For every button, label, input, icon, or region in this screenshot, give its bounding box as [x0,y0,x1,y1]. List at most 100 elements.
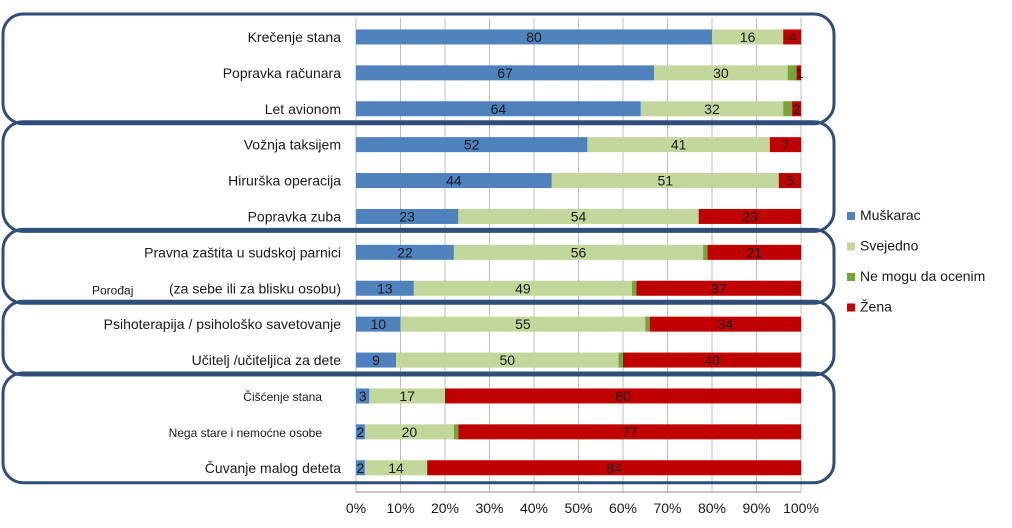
data-label: 1 [796,65,804,81]
bar-segment [769,137,801,153]
legend: Muškarac Svejedno Ne mogu da ocenim Žena [847,207,985,315]
data-label: 77 [622,424,638,440]
data-label: 67 [497,65,513,81]
category-label: Nega stare i nemoćne osobe [169,426,323,440]
x-tick-label: 60% [609,500,637,516]
bar-segment [618,352,623,368]
bar-segment [796,65,801,81]
data-label: 32 [704,101,720,117]
bar-segment [413,280,632,296]
bar-segment [356,244,454,260]
bar-segment [707,244,801,260]
data-label: 50 [500,352,516,368]
data-label: 37 [711,280,727,296]
extra-category-label: Porođaj [92,283,133,297]
x-tick-label: 100% [783,500,819,516]
data-label: 40 [704,352,720,368]
data-label: 44 [446,173,462,189]
x-tick-label: 20% [431,500,459,516]
bar-segment [356,65,655,81]
x-tick-label: 0% [346,500,366,516]
data-label: 84 [606,460,622,476]
bar-segment [703,244,708,260]
bar-segment [640,101,784,117]
x-tick-label: 10% [386,500,414,516]
data-label: 2 [357,460,365,476]
category-label: Psihoterapija / psihološko savetovanje [104,316,342,332]
bar-segment [787,65,797,81]
data-label: 64 [491,101,507,117]
data-label: 17 [399,388,415,404]
x-axis-ticks: 0% 10% 20% 30% 40% 50% 60% 70% 80% 90% 100% [346,500,819,516]
bar-segment [458,424,801,440]
group-frame [1,12,836,126]
data-label: 51 [657,173,673,189]
category-label: Učitelj /učiteljica za dete [192,352,342,368]
bar-segment [645,316,650,332]
bar-segment [364,460,428,476]
category-label: Čuvanje malog deteta [205,460,341,476]
bar-segment [356,101,641,117]
bar-segment [649,316,801,332]
group-frame [1,120,836,233]
data-label: 80 [615,388,631,404]
bar-segment [356,208,459,224]
legend-label: Svejedno [860,238,919,254]
bar-segment [356,460,365,476]
bar-segment [453,424,459,440]
data-label: 13 [377,280,393,296]
data-label: 20 [402,424,418,440]
bar-segment [427,460,801,476]
bar-segment [356,316,401,332]
category-label: Popravka računara [223,65,342,81]
category-label: (za sebe ili za blisku osobu) [169,280,341,296]
group-frames [1,12,836,485]
category-label: Krečenje stana [248,29,342,45]
data-label: 16 [740,29,756,45]
data-label: 10 [370,316,386,332]
bar-segment [356,388,370,404]
bar-segment [636,280,801,296]
legend-swatch [847,212,855,220]
category-label: Vožnja taksijem [244,137,341,153]
bar-segment [356,137,588,153]
group-frame [1,227,836,305]
data-label: 7 [782,137,790,153]
bar-segment [783,101,793,117]
data-label: 23 [399,208,415,224]
bar-segment [712,29,784,45]
category-label: Čišćenje stana [243,389,322,404]
legend-label: Žena [860,299,892,315]
legend-swatch [847,303,855,312]
bar-segment [458,208,699,224]
bar-segment [453,244,704,260]
bar-segment [364,424,454,440]
data-label: 34 [718,316,734,332]
group-frame [1,371,836,485]
data-label: 30 [713,65,729,81]
category-label: Hirurška operacija [228,173,341,189]
data-label: 80 [526,29,542,45]
bar-segment [778,173,801,189]
data-label: 2 [793,101,801,117]
x-tick-label: 30% [475,500,503,516]
bar-segment [623,352,801,368]
data-label: 2 [357,424,365,440]
bar-segment [445,388,801,404]
data-label: 41 [671,137,687,153]
data-label: 55 [515,316,531,332]
data-label: 22 [397,244,413,260]
data-label: 4 [788,29,796,45]
data-label: 3 [359,388,367,404]
bar-segment [356,424,365,440]
bar-segment [792,101,801,117]
bar-segment [356,173,552,189]
data-label: 49 [515,280,531,296]
bar-segment [631,280,637,296]
bar-segment [356,29,712,45]
category-label: Popravka zuba [248,208,342,224]
data-label: 14 [388,460,404,476]
bar-segment [698,208,801,224]
x-tick-label: 40% [520,500,548,516]
